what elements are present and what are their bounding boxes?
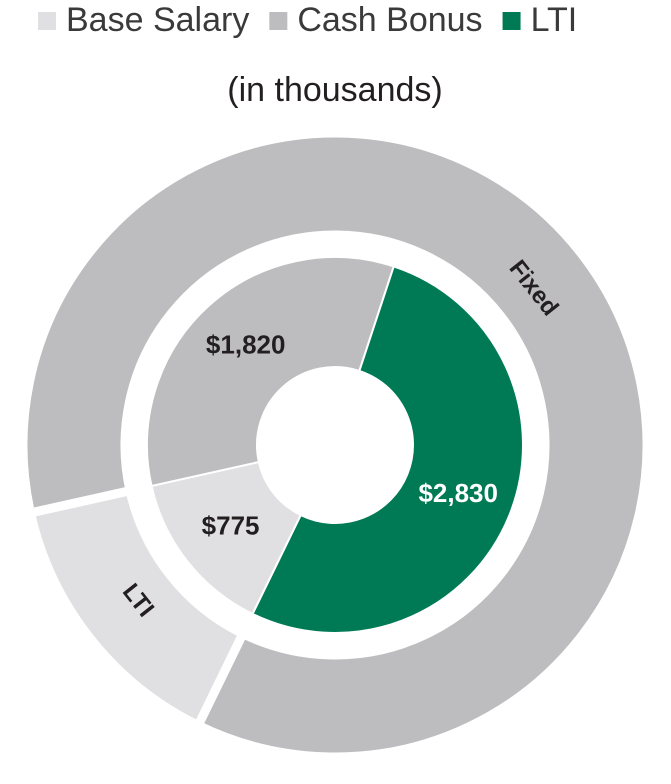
legend-swatch bbox=[502, 12, 521, 30]
donut-segment bbox=[18, 128, 652, 762]
data-label: $775 bbox=[202, 510, 260, 540]
legend-swatch bbox=[269, 12, 288, 30]
chart-subtitle: (in thousands) bbox=[227, 71, 442, 109]
legend: Base Salary Cash Bonus LTI bbox=[38, 1, 577, 39]
data-label: $2,830 bbox=[418, 478, 498, 508]
donut-segment bbox=[251, 265, 524, 634]
legend-swatch bbox=[38, 12, 56, 30]
donut-segment bbox=[150, 460, 303, 616]
donut-segment bbox=[146, 256, 395, 488]
legend-label: LTI bbox=[531, 1, 578, 39]
data-label: $1,820 bbox=[206, 329, 286, 359]
legend-label: Base Salary bbox=[66, 1, 249, 39]
legend-label: Cash Bonus bbox=[297, 1, 482, 39]
